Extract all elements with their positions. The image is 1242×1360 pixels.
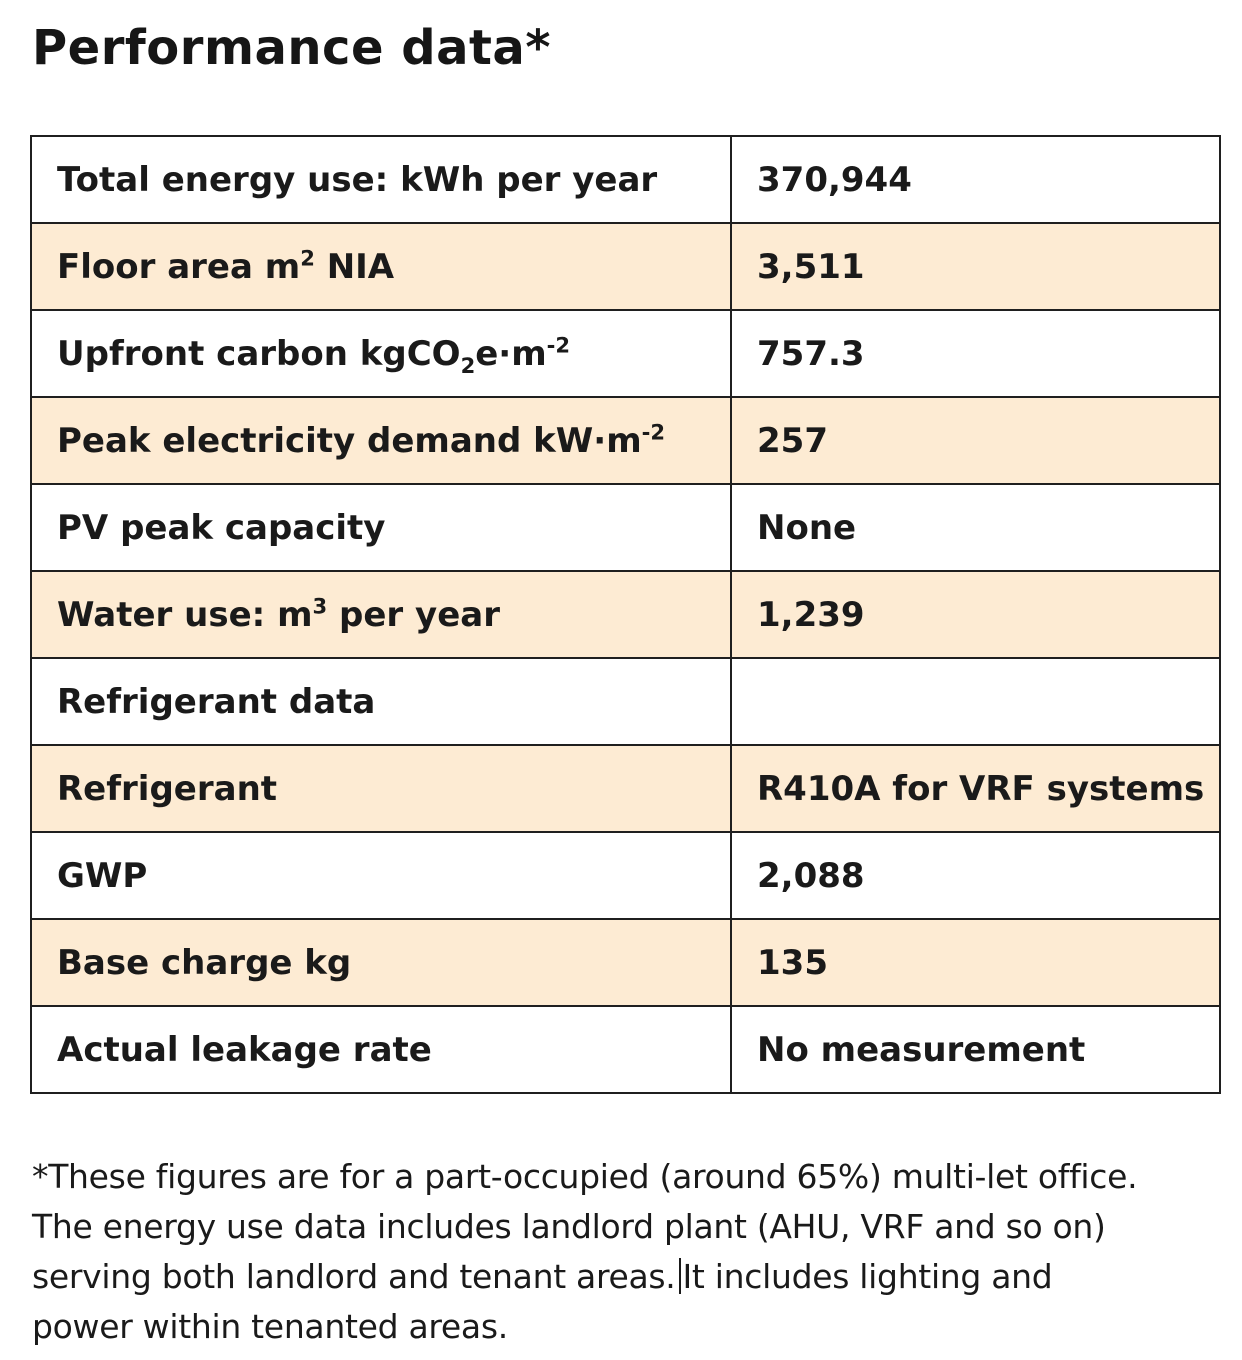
table-row-pv-peak-capacity: PV peak capacity None	[30, 483, 1221, 572]
row-value: 2,088	[730, 831, 1221, 920]
table-row-refrigerant: Refrigerant R410A for VRF systems	[30, 744, 1221, 833]
footnote-line-4: power within tenanted areas.	[32, 1307, 508, 1346]
footnote: *These figures are for a part-occupied (…	[32, 1152, 1222, 1352]
row-label: GWP	[30, 831, 732, 920]
row-value: 1,239	[730, 570, 1221, 659]
row-value: 257	[730, 396, 1221, 485]
row-label: Actual leakage rate	[30, 1005, 732, 1094]
row-label: Base charge kg	[30, 918, 732, 1007]
row-label: PV peak capacity	[30, 483, 732, 572]
row-value	[730, 657, 1221, 746]
performance-table: Total energy use: kWh per year 370,944 F…	[30, 135, 1221, 1094]
table-row-water-use: Water use: m3 per year 1,239	[30, 570, 1221, 659]
row-value: 370,944	[730, 135, 1221, 224]
table-row-floor-area: Floor area m2 NIA 3,511	[30, 222, 1221, 311]
table-row-refrigerant-data: Refrigerant data	[30, 657, 1221, 746]
row-label: Peak electricity demand kW·m-2	[30, 396, 732, 485]
row-value: R410A for VRF systems	[730, 744, 1221, 833]
row-value: 757.3	[730, 309, 1221, 398]
row-value: No measurement	[730, 1005, 1221, 1094]
row-label: Refrigerant	[30, 744, 732, 833]
row-label: Floor area m2 NIA	[30, 222, 732, 311]
row-value: 135	[730, 918, 1221, 1007]
table-row-total-energy-use: Total energy use: kWh per year 370,944	[30, 135, 1221, 224]
table-row-base-charge: Base charge kg 135	[30, 918, 1221, 1007]
footnote-line-3: serving both landlord and tenant areas. I…	[32, 1257, 1053, 1296]
row-value: None	[730, 483, 1221, 572]
footnote-line-1: *These figures are for a part-occupied (…	[32, 1157, 1138, 1196]
row-label: Upfront carbon kgCO2e·m-2	[30, 309, 732, 398]
table-row-peak-electricity-demand: Peak electricity demand kW·m-2 257	[30, 396, 1221, 485]
footnote-line-2: The energy use data includes landlord pl…	[32, 1207, 1106, 1246]
table-row-gwp: GWP 2,088	[30, 831, 1221, 920]
row-label: Water use: m3 per year	[30, 570, 732, 659]
row-value: 3,511	[730, 222, 1221, 311]
row-label: Refrigerant data	[30, 657, 732, 746]
text-cursor	[678, 1258, 681, 1294]
page-title: Performance data*	[32, 20, 551, 76]
table-row-upfront-carbon: Upfront carbon kgCO2e·m-2 757.3	[30, 309, 1221, 398]
row-label: Total energy use: kWh per year	[30, 135, 732, 224]
table-row-actual-leakage-rate: Actual leakage rate No measurement	[30, 1005, 1221, 1094]
